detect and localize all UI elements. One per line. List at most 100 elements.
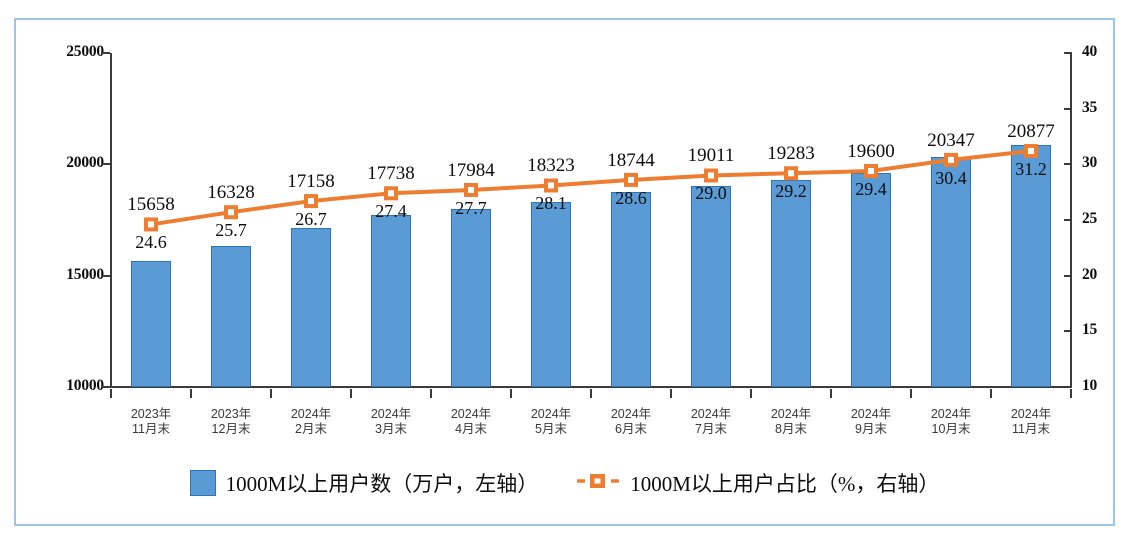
x-axis-tick [990,389,992,398]
x-axis-label: 2023年 11月末 [106,407,196,437]
legend-item-bar-series: 1000M以上用户数（万户，左轴） [189,468,539,498]
left-axis-tick-label: 15000 [66,265,104,283]
right-axis-tick-label: 40 [1082,43,1098,60]
x-axis-label-year: 2024年 [370,407,412,421]
legend-item-line-series: 1000M以上用户占比（%，右轴） [576,468,939,498]
x-axis-label-month: 11月末 [132,422,170,436]
x-axis-tick [190,389,192,398]
line-value-label: 29.4 [855,179,887,199]
x-axis-tick [270,389,272,398]
line-value-label: 26.7 [295,209,327,230]
left-axis-tick [102,386,110,388]
x-axis-line [110,386,1072,388]
right-axis-tick [1064,107,1072,110]
line-marker-center [788,170,794,177]
line-marker-center [468,186,474,193]
x-axis-tick [830,389,832,398]
bar [931,156,971,387]
x-axis-label-month: 9月末 [855,422,887,436]
x-axis-label-month: 5月末 [535,422,567,436]
x-axis-label-year: 2024年 [690,407,732,421]
x-axis-label-month: 10月末 [931,422,971,436]
bar-value-label: 15658 [127,194,175,216]
right-axis-tick-label: 30 [1082,154,1098,172]
x-axis-label-year: 2024年 [1010,407,1052,421]
x-axis-tick [350,389,352,398]
line-value-label: 24.6 [135,232,167,253]
line-value-label: 29.0 [695,183,727,204]
legend-label-bar-series: 1000M以上用户数（万户，左轴） [225,472,539,496]
right-axis-tick [1064,386,1072,388]
bar [371,214,411,387]
line-marker [464,182,478,197]
line-marker-center [708,172,714,179]
right-axis-tick-label: 20 [1082,265,1098,283]
x-axis-label: 2024年 3月末 [346,407,436,437]
x-axis-label-year: 2024年 [770,407,812,421]
bar-value-label: 17738 [367,163,415,185]
bar-value-label: 17158 [287,171,335,193]
line-marker [784,166,798,181]
x-axis-label: 2024年 11月末 [986,407,1076,437]
x-axis-label-month: 12月末 [211,422,251,436]
right-axis-tick-label: 35 [1082,98,1098,116]
x-axis-tick [750,389,752,398]
line-value-label: 28.1 [535,193,567,214]
line-marker [544,178,558,193]
x-axis-tick [110,389,112,398]
line-value-label: 29.2 [775,181,807,202]
right-axis-tick [1064,163,1072,166]
bar-value-label: 16328 [207,182,255,204]
bar-value-label: 20877 [1007,120,1055,142]
line-value-label: 27.4 [375,201,407,222]
x-axis-label: 2024年 10月末 [906,407,996,437]
bar [131,261,171,387]
right-axis-tick [1064,330,1072,333]
x-axis-tick [510,389,512,398]
bar-value-label: 18744 [607,149,655,171]
left-axis-tick-label: 20000 [66,154,104,172]
line-marker-center [148,221,154,228]
left-axis-tick [102,274,110,277]
chart-legend: 1000M以上用户数（万户，左轴） 1000M以上用户占比（%，右轴） [16,468,1113,498]
x-axis-tick [1070,389,1072,398]
left-axis-line [110,53,112,388]
right-axis-tick [1064,52,1072,54]
right-axis-tick [1064,274,1072,277]
legend-line-marker-icon [576,471,620,496]
line-value-label: 27.7 [455,197,487,218]
bar-value-label: 19011 [687,145,735,167]
left-axis-tick-label: 25000 [66,43,104,60]
plot-area: 15658 16328 17158 17738 17984 18323 18744 19011… [111,53,1071,387]
bar [211,246,251,387]
line-marker [224,205,238,220]
x-axis-label-month: 11月末 [1012,422,1050,436]
x-axis-tick [590,389,592,398]
line-marker-center [308,198,314,205]
bar [851,173,891,387]
bar [1011,144,1051,387]
x-axis-tick [430,389,432,398]
left-axis-tick-label: 10000 [66,377,104,394]
bar [451,209,491,387]
x-axis-label-year: 2024年 [530,407,572,421]
left-axis-tick [102,52,110,54]
bar [291,227,331,387]
x-axis-label-year: 2023年 [210,407,252,421]
x-axis-label: 2024年 9月末 [826,407,916,437]
x-axis-label-month: 3月末 [375,422,407,436]
line-value-label: 28.6 [615,187,647,208]
x-axis-label: 2024年 4月末 [426,407,516,437]
right-axis-tick-label: 15 [1082,321,1098,339]
x-axis-label: 2024年 5月末 [506,407,596,437]
x-axis-label: 2024年 7月末 [666,407,756,437]
x-axis-label-year: 2024年 [930,407,972,421]
legend-label-line-series: 1000M以上用户占比（%，右轴） [630,472,940,496]
bar [531,201,571,387]
x-axis-label: 2024年 2月末 [266,407,356,437]
right-axis-tick-label: 10 [1082,377,1098,394]
x-axis-label-month: 6月末 [615,422,647,436]
x-axis-label-year: 2023年 [130,407,172,421]
x-axis-tick [910,389,912,398]
